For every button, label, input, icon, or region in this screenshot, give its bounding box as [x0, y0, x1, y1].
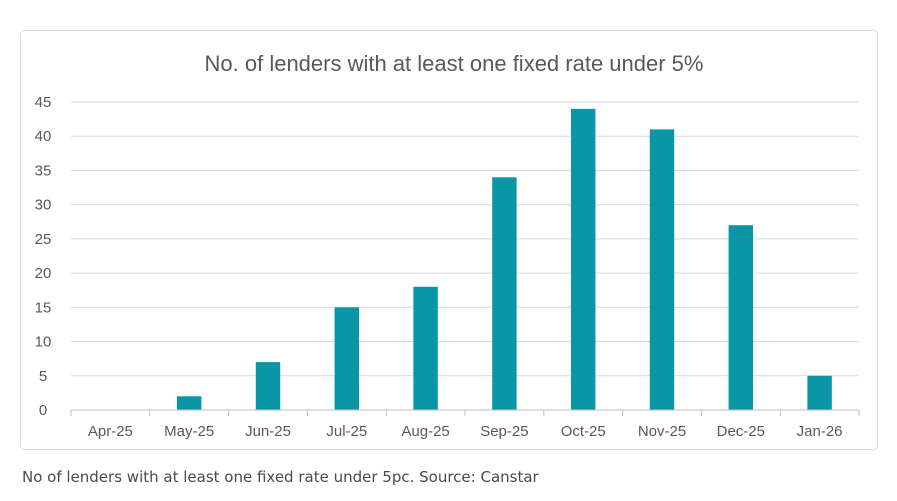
bar-may-25 [176, 396, 202, 410]
bar-jan-26 [807, 375, 832, 410]
bar-aug-25 [413, 286, 438, 410]
bar-nov-25 [649, 129, 675, 410]
x-tick-label: Jul-25 [326, 423, 367, 440]
x-tick-label: Dec-25 [717, 423, 765, 440]
x-tick-label: Oct-25 [561, 423, 606, 440]
y-tick-label: 45 [35, 94, 52, 111]
bar-jun-25 [255, 362, 281, 410]
x-tick-label: Jan-26 [797, 423, 843, 440]
y-tick-label: 30 [35, 197, 52, 214]
chart-title: No. of lenders with at least one fixed r… [205, 51, 704, 76]
x-tick-label: Apr-25 [88, 423, 133, 440]
x-tick-label: Aug-25 [401, 423, 449, 440]
axes: 0 5 10 15 20 25 30 35 40 45 Apr-25 May-25 Jun-25 Jul-… [35, 94, 860, 440]
bar-oct-25 [570, 108, 596, 410]
y-tick-label: 35 [35, 162, 52, 179]
bars [176, 108, 832, 410]
y-tick-label: 40 [35, 128, 52, 145]
bar-sep-25 [492, 177, 517, 410]
chart-frame: No. of lenders with at least one fixed r… [20, 30, 878, 450]
y-tick-label: 25 [35, 231, 52, 248]
y-tick-label: 5 [39, 368, 47, 385]
x-tick-label: Nov-25 [638, 423, 686, 440]
figure-caption: No of lenders with at least one fixed ra… [22, 468, 539, 486]
y-tick-label: 10 [35, 334, 52, 351]
gridlines [71, 101, 859, 377]
bar-jul-25 [334, 307, 360, 410]
x-tick-label: Jun-25 [245, 423, 291, 440]
bar-dec-25 [728, 225, 754, 410]
y-tick-label: 15 [35, 299, 52, 316]
y-tick-label: 20 [35, 265, 52, 282]
x-tick-label: May-25 [164, 423, 214, 440]
y-tick-label: 0 [39, 402, 47, 419]
bar-chart: No. of lenders with at least one fixed r… [35, 51, 860, 440]
x-tick-label: Sep-25 [480, 423, 528, 440]
